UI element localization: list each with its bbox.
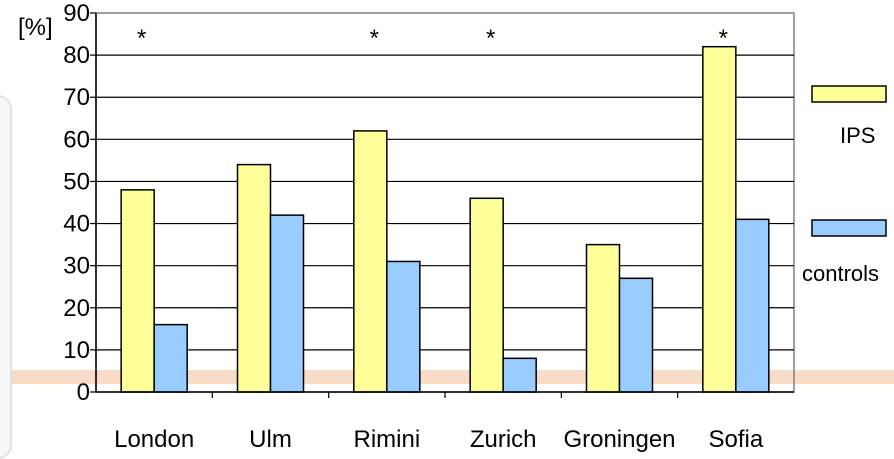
significance-marker: *: [370, 25, 379, 52]
bar-controls-Groningen: [618, 277, 654, 393]
bar-IPS-Groningen: [585, 243, 621, 393]
y-tick-label: 50: [63, 168, 90, 195]
x-tick-label: Groningen: [563, 426, 675, 452]
significance-marker: *: [486, 25, 495, 52]
x-tick-label: Ulm: [249, 426, 292, 452]
bar-controls-Rimini: [386, 260, 421, 393]
background-stripe: [0, 370, 894, 384]
y-tick-label: 90: [63, 0, 90, 27]
bar-controls-Sofia: [735, 218, 770, 393]
legend-swatch-IPS: [811, 85, 887, 103]
bar-controls-Ulm: [269, 214, 305, 393]
legend-swatch-controls: [811, 219, 887, 237]
bars: [120, 45, 770, 393]
y-axis-ticks: 0 10 20 30 40 50 60 70 80 90: [63, 0, 96, 406]
bar-controls-London: [153, 323, 188, 393]
bar-IPS-Zurich: [469, 197, 504, 393]
legend-label-IPS: IPS: [840, 123, 875, 148]
x-tick-label: Rimini: [353, 426, 420, 452]
x-tick-label: Zurich: [470, 426, 537, 452]
y-tick-label: 20: [63, 295, 90, 322]
bar-IPS-Rimini: [353, 130, 388, 393]
legend-label-controls: controls: [802, 261, 879, 286]
plot-area: [95, 12, 795, 393]
bar-IPS-Sofia: [702, 45, 737, 393]
y-axis-label: [%]: [18, 14, 53, 41]
bar-controls-Zurich: [502, 357, 537, 393]
significance-markers: * * * *: [137, 25, 728, 52]
x-axis-ticks: London Ulm Rimini Zurich Groningen Sofia: [114, 392, 764, 452]
y-tick-label: 10: [63, 337, 90, 364]
significance-marker: *: [719, 25, 728, 52]
significance-marker: *: [137, 25, 146, 52]
x-tick-label: Sofia: [708, 426, 763, 452]
y-tick-label: 40: [63, 211, 90, 238]
bar-IPS-Ulm: [236, 163, 272, 393]
legend: IPS controls: [802, 85, 887, 286]
y-tick-label: 0: [77, 379, 90, 406]
y-tick-label: 80: [63, 42, 90, 69]
y-tick-label: 60: [63, 126, 90, 153]
y-tick-label: 70: [63, 84, 90, 111]
gridlines: [96, 54, 794, 351]
bar-IPS-London: [120, 189, 155, 393]
y-tick-label: 30: [63, 253, 90, 280]
x-tick-label: London: [114, 426, 194, 452]
